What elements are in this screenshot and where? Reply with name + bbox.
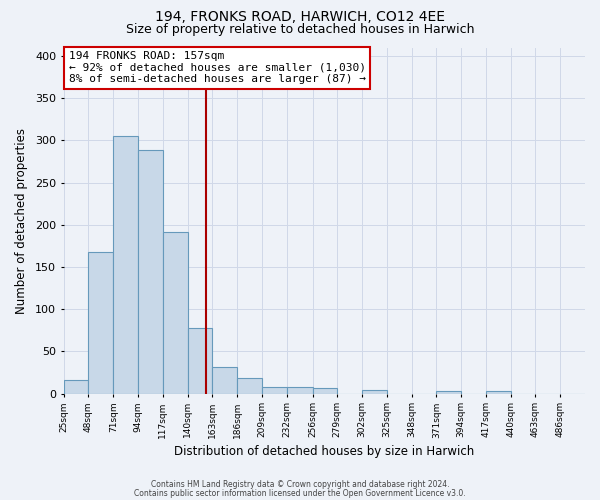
Bar xyxy=(486,391,511,394)
Bar xyxy=(362,390,387,394)
Bar xyxy=(262,387,287,394)
Text: 194, FRONKS ROAD, HARWICH, CO12 4EE: 194, FRONKS ROAD, HARWICH, CO12 4EE xyxy=(155,10,445,24)
Bar xyxy=(163,232,188,394)
Bar xyxy=(88,252,113,394)
Bar xyxy=(64,380,88,394)
Bar xyxy=(436,391,461,394)
Text: Size of property relative to detached houses in Harwich: Size of property relative to detached ho… xyxy=(126,22,474,36)
Bar xyxy=(237,378,262,394)
Y-axis label: Number of detached properties: Number of detached properties xyxy=(15,128,28,314)
Bar xyxy=(212,366,237,394)
Text: Contains public sector information licensed under the Open Government Licence v3: Contains public sector information licen… xyxy=(134,488,466,498)
Bar xyxy=(313,388,337,394)
Bar xyxy=(113,136,138,394)
X-axis label: Distribution of detached houses by size in Harwich: Distribution of detached houses by size … xyxy=(174,444,475,458)
Bar xyxy=(138,150,163,394)
Text: 194 FRONKS ROAD: 157sqm
← 92% of detached houses are smaller (1,030)
8% of semi-: 194 FRONKS ROAD: 157sqm ← 92% of detache… xyxy=(69,51,366,84)
Bar xyxy=(188,328,212,394)
Text: Contains HM Land Registry data © Crown copyright and database right 2024.: Contains HM Land Registry data © Crown c… xyxy=(151,480,449,489)
Bar xyxy=(287,387,313,394)
